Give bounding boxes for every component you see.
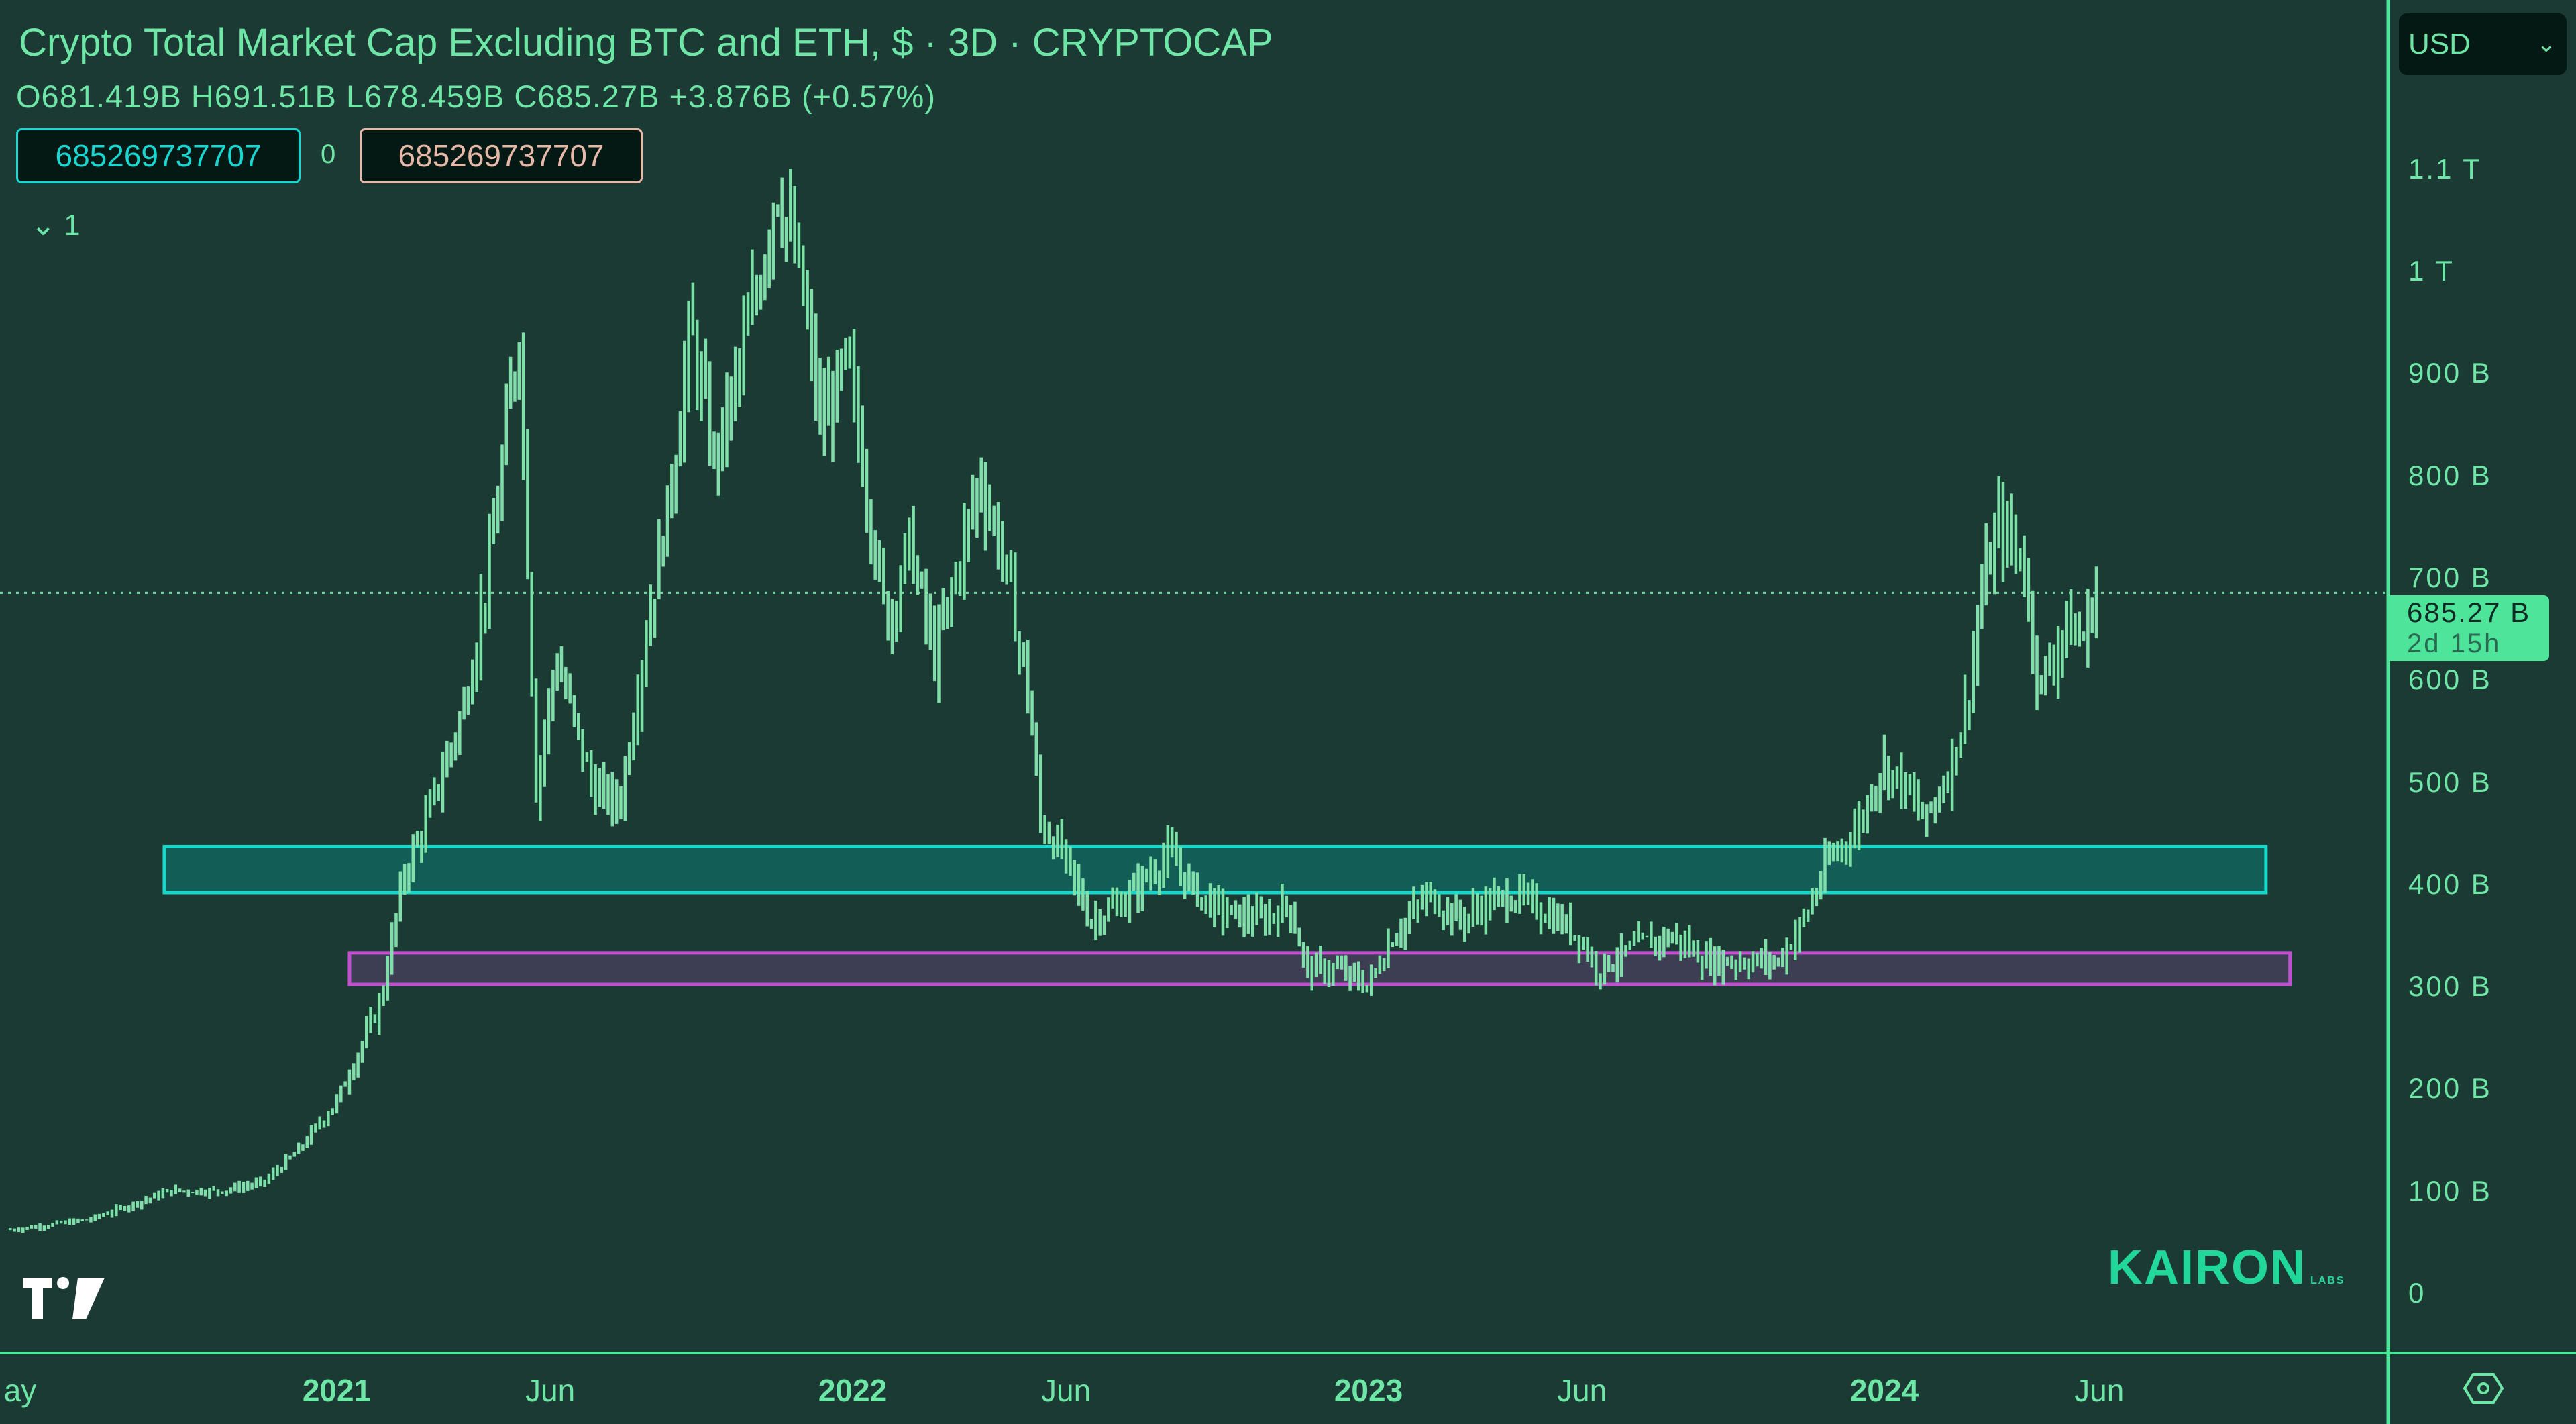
time-tick-label: ay [3,1373,37,1408]
price-tick-label: 600 B [2408,664,2492,696]
chevron-down-icon: ⌄ [31,209,64,242]
time-tick-label: 2022 [818,1373,888,1408]
price-tick-label: 300 B [2408,970,2492,1003]
price-tick-label: 700 B [2408,561,2492,593]
bar-countdown: 2d 15h [2407,629,2502,658]
indicators-count: 1 [64,209,80,242]
chart-settings-icon[interactable] [2463,1372,2504,1409]
price-tick-label: 100 B [2408,1174,2492,1207]
currency-dropdown[interactable]: USD ⌄ [2399,13,2567,75]
time-tick-label: Jun [525,1373,576,1408]
kairon-labs-watermark: KAIRON LABS [2108,1240,2345,1295]
chart-title: Crypto Total Market Cap Excluding BTC an… [19,21,1273,64]
price-tick-label: 900 B [2408,357,2492,389]
price-tick-label: 1 T [2408,255,2455,287]
tradingview-logo[interactable] [23,1275,106,1325]
last-price: 685.27 B [2407,597,2531,628]
time-tick-label: 2023 [1334,1373,1403,1408]
indicators-toggle[interactable]: ⌄ 1 [31,208,80,242]
price-tick-label: 1.1 T [2408,152,2482,185]
value-box-primary[interactable]: 685269737707 [16,128,301,183]
time-tick-label: Jun [1041,1373,1091,1408]
watermark-sub: LABS [2310,1275,2345,1286]
time-tick-label: Jun [1557,1373,1607,1408]
time-tick-label: 2024 [1849,1373,1919,1408]
watermark-brand: KAIRON [2108,1241,2306,1294]
time-tick-label: 2021 [302,1373,372,1408]
value-box-secondary[interactable]: 685269737707 [360,128,643,183]
ohlc-legend: O681.419B H691.51B L678.459B C685.27B +3… [16,79,936,114]
separator-value: 0 [321,140,336,169]
price-tick-label: 400 B [2408,868,2492,900]
support-zone[interactable] [162,844,2268,895]
chevron-down-icon: ⌄ [2536,32,2557,57]
price-tick-label: 200 B [2408,1072,2492,1105]
price-tick-label: 500 B [2408,766,2492,798]
price-tick-label: 800 B [2408,459,2492,491]
currency-value: USD [2408,28,2471,60]
price-tick-label: 0 [2408,1277,2426,1309]
last-price-label: 685.27 B 2d 15h [2390,595,2549,661]
time-tick-label: Jun [2074,1373,2125,1408]
